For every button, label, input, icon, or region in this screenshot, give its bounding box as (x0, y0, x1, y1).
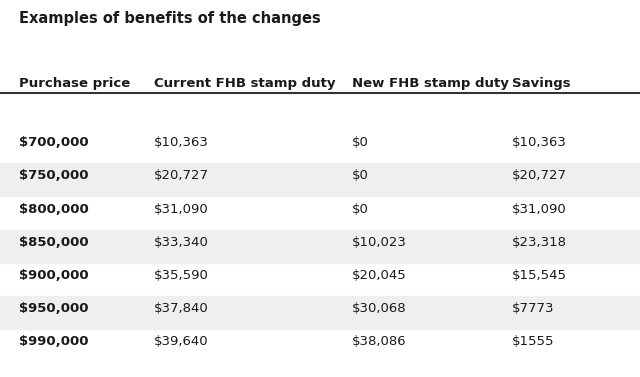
Text: New FHB stamp duty: New FHB stamp duty (352, 78, 509, 90)
Text: $33,340: $33,340 (154, 236, 209, 249)
Text: $37,840: $37,840 (154, 302, 209, 315)
Text: $10,023: $10,023 (352, 236, 407, 249)
Text: Examples of benefits of the changes: Examples of benefits of the changes (19, 11, 321, 26)
Text: $35,590: $35,590 (154, 269, 209, 282)
Text: Savings: Savings (512, 78, 571, 90)
Text: $0: $0 (352, 136, 369, 149)
Text: $10,363: $10,363 (512, 136, 567, 149)
Text: $950,000: $950,000 (19, 302, 89, 315)
Text: $39,640: $39,640 (154, 335, 208, 348)
Bar (0, 296, 640, 329)
Text: $800,000: $800,000 (19, 202, 89, 216)
Text: $31,090: $31,090 (512, 202, 567, 216)
Bar (0, 163, 640, 196)
Text: $0: $0 (352, 169, 369, 182)
Text: $0: $0 (352, 202, 369, 216)
Text: $1555: $1555 (512, 335, 554, 348)
Text: $20,727: $20,727 (512, 169, 567, 182)
Text: $31,090: $31,090 (154, 202, 209, 216)
Text: $15,545: $15,545 (512, 269, 567, 282)
Text: $700,000: $700,000 (19, 136, 89, 149)
Text: $38,086: $38,086 (352, 335, 406, 348)
Text: $750,000: $750,000 (19, 169, 89, 182)
Text: $20,727: $20,727 (154, 169, 209, 182)
Text: Purchase price: Purchase price (19, 78, 131, 90)
Text: $990,000: $990,000 (19, 335, 89, 348)
Text: $10,363: $10,363 (154, 136, 209, 149)
Text: $30,068: $30,068 (352, 302, 406, 315)
Text: $20,045: $20,045 (352, 269, 407, 282)
Text: $850,000: $850,000 (19, 236, 89, 249)
Text: $7773: $7773 (512, 302, 554, 315)
Bar (0, 230, 640, 263)
Text: $23,318: $23,318 (512, 236, 567, 249)
Text: Current FHB stamp duty: Current FHB stamp duty (154, 78, 335, 90)
Text: $900,000: $900,000 (19, 269, 89, 282)
